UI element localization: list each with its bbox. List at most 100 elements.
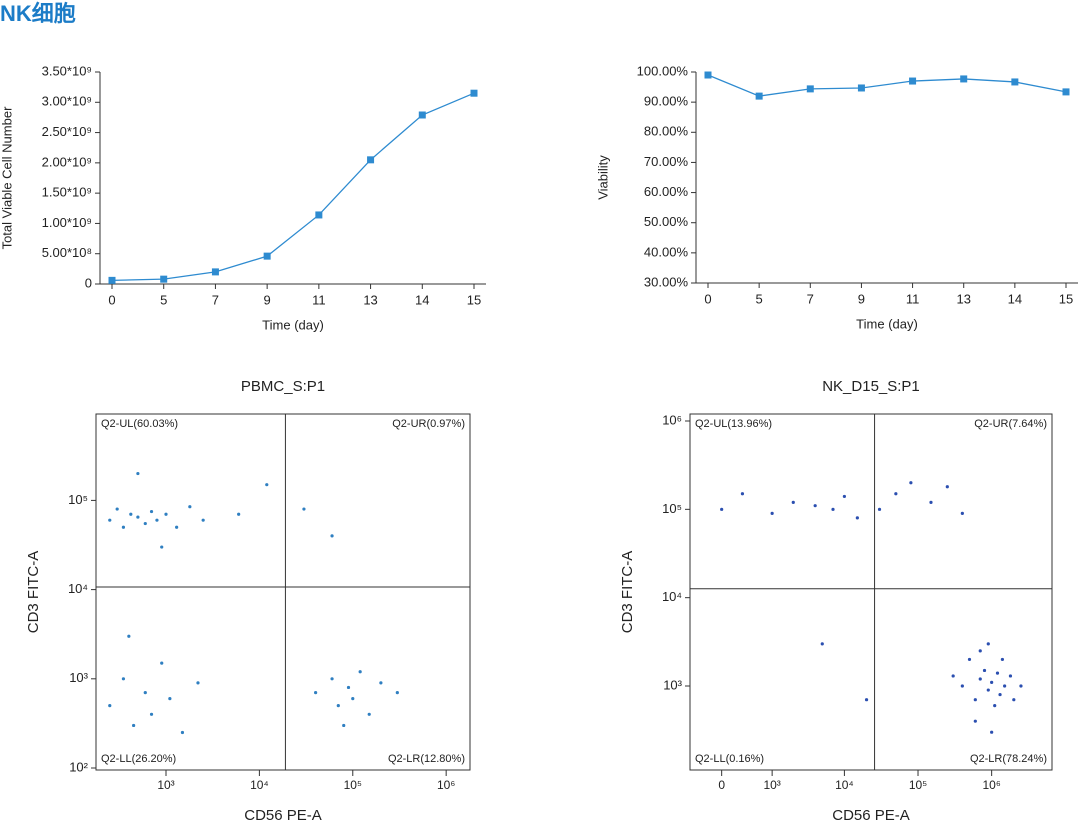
y-tick-label: 80.00% [644, 124, 689, 139]
event-dot [237, 512, 241, 516]
event-dot [986, 642, 990, 646]
x-axis-title: CD56 PE-A [244, 807, 322, 824]
y-tick-label: 0 [85, 275, 92, 290]
event-dot [302, 507, 306, 511]
event-dot [342, 723, 346, 728]
event-dot [108, 518, 112, 522]
event-dot [813, 504, 817, 508]
event-dot [978, 649, 982, 653]
x-tick-label: 10⁶ [437, 778, 455, 792]
event-dot [143, 691, 147, 695]
x-tick-label: 13 [363, 292, 377, 307]
event-dot [175, 525, 179, 529]
y-tick-label: 3.50*10⁹ [42, 63, 92, 78]
event-dot [990, 680, 994, 684]
x-tick-label: 15 [467, 292, 481, 307]
event-dot [990, 730, 994, 734]
marker [1062, 88, 1070, 96]
x-tick-label: 10³ [157, 778, 174, 792]
marker [857, 84, 865, 92]
event-dot [894, 492, 898, 496]
line [707, 74, 1067, 97]
y-axis-title: CD3 FITC-A [25, 551, 42, 634]
event-dot [351, 696, 355, 701]
y-tick-label: 2.00*10⁹ [42, 154, 92, 169]
quadrant-label: Q2-UL(13.96%) [695, 418, 772, 430]
event-dot [160, 545, 164, 549]
quadrant-label: Q2-LL(0.16%) [695, 753, 764, 765]
x-tick-label: 11 [312, 292, 326, 307]
y-tick-label: 1.00*10⁹ [42, 215, 92, 230]
x-tick-label: 10⁴ [835, 778, 854, 792]
y-tick-label: 60.00% [644, 184, 689, 199]
marker [418, 111, 426, 119]
y-tick-label: 10³ [69, 670, 88, 685]
event-dot [945, 485, 949, 489]
event-dot [143, 521, 147, 526]
event-dot [993, 704, 997, 708]
x-tick-label: 14 [1008, 291, 1022, 306]
x-tick-label: 10⁶ [983, 778, 1001, 792]
event-dot [973, 719, 977, 723]
quadrant-label: Q2-LR(12.80%) [388, 753, 465, 765]
event-dot [995, 671, 1000, 675]
y-tick-label: 70.00% [644, 154, 689, 169]
x-tick-label: 11 [906, 291, 920, 306]
line [111, 92, 475, 282]
event-dot [720, 507, 724, 511]
event-dot [951, 674, 955, 678]
event-dot [155, 518, 159, 522]
event-dot [330, 677, 334, 681]
event-dot [820, 642, 824, 646]
y-tick-label: 10² [69, 759, 88, 774]
event-dot [973, 698, 977, 702]
event-dot [121, 677, 126, 681]
x-tick-label: 7 [212, 292, 219, 307]
quadrant-label: Q2-UL(60.03%) [101, 418, 178, 430]
marker [211, 268, 219, 276]
marker [1011, 78, 1019, 86]
x-axis-title: CD56 PE-A [832, 807, 910, 824]
x-tick-label: 5 [756, 291, 763, 306]
event-dot [1012, 698, 1016, 702]
x-tick-label: 10⁵ [344, 778, 362, 792]
marker [755, 92, 763, 100]
y-tick-label: 10⁶ [662, 412, 682, 427]
event-dot [395, 691, 399, 695]
event-dot [164, 512, 168, 516]
event-dot [986, 688, 990, 692]
marker [315, 211, 323, 219]
event-dot [358, 670, 362, 674]
event-dot [136, 471, 140, 476]
event-dot [129, 512, 133, 516]
event-dot [877, 507, 882, 511]
page-title: NK细胞 [0, 1, 76, 26]
y-tick-label: 5.00*10⁸ [42, 245, 92, 260]
x-tick-label: 9 [858, 291, 865, 306]
y-tick-label: 1.50*10⁹ [42, 185, 92, 200]
event-dot [346, 685, 351, 690]
marker [909, 77, 917, 85]
x-axis-title: Time (day) [856, 316, 918, 331]
event-dot [978, 677, 982, 681]
event-dot [336, 704, 340, 708]
quadrant-label: Q2-UR(7.64%) [974, 418, 1047, 430]
event-dot [982, 668, 987, 673]
event-dot [842, 494, 846, 499]
event-dot [265, 483, 269, 487]
x-tick-label: 9 [264, 292, 271, 307]
x-tick-label: 10³ [763, 778, 780, 792]
x-tick-label: 15 [1059, 291, 1073, 306]
marker [263, 252, 271, 260]
marker [960, 75, 968, 83]
event-dot [909, 481, 913, 485]
y-axis-title: CD3 FITC-A [619, 551, 636, 634]
event-dot [115, 507, 119, 511]
y-tick-label: 10⁵ [68, 492, 88, 507]
event-dot [998, 692, 1002, 697]
marker [367, 156, 375, 164]
quadrant-label: Q2-UR(0.97%) [392, 418, 465, 430]
x-tick-label: 7 [807, 291, 814, 306]
x-tick-label: 0 [718, 778, 725, 792]
